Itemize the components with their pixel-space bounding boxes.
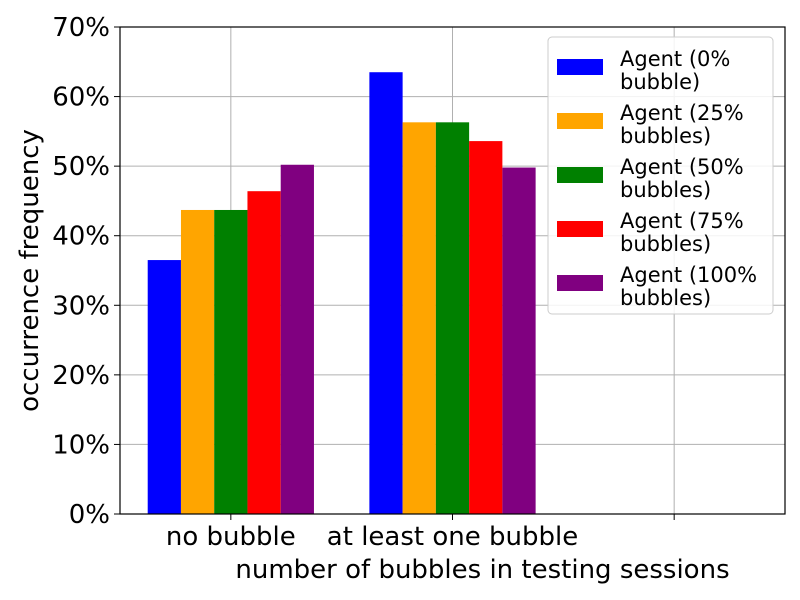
legend-label: Agent (0% [620,47,730,71]
y-tick-label: 0% [69,500,110,530]
legend-label: bubbles) [620,232,711,256]
legend-label: Agent (100% [620,263,757,287]
legend-label: bubbles) [620,286,711,310]
bars [147,72,536,515]
x-tick-label: no bubble [166,522,296,552]
bar [402,122,436,514]
bar [280,164,314,514]
legend-swatch [557,221,603,237]
bar [180,209,215,515]
axis-ticks: 0% 10% 20% 30% 40% 50% 60% 70% no bubble at least… [52,13,675,552]
legend: Agent (0%bubble)Agent (25%bubbles)Agent … [547,36,774,315]
x-axis-label: number of bubbles in testing sessions [235,555,729,585]
y-tick-label: 70% [52,13,110,43]
y-tick-label: 50% [52,152,110,182]
bar [214,209,248,515]
legend-label: bubble) [620,70,700,94]
y-axis-label: occurrence frequency [15,129,45,412]
legend-label: Agent (25% [620,101,744,125]
bar [147,260,181,514]
legend-swatch [557,59,603,75]
legend-label: bubbles) [620,124,711,148]
legend-swatch [557,275,603,291]
y-tick-label: 40% [52,222,110,252]
bar [369,72,403,514]
bar [502,167,536,514]
bar [469,141,503,514]
legend-label: Agent (75% [620,209,744,233]
legend-box [547,36,774,315]
bar [247,191,281,514]
legend-label: Agent (50% [620,155,744,179]
x-tick-label: at least one bubble [327,522,578,552]
y-tick-label: 10% [52,430,110,460]
legend-label: bubbles) [620,178,711,202]
legend-swatch [557,113,603,129]
y-tick-label: 30% [52,291,110,321]
bar [435,122,470,514]
y-tick-label: 60% [52,83,110,113]
y-tick-label: 20% [52,361,110,391]
legend-swatch [557,167,603,183]
